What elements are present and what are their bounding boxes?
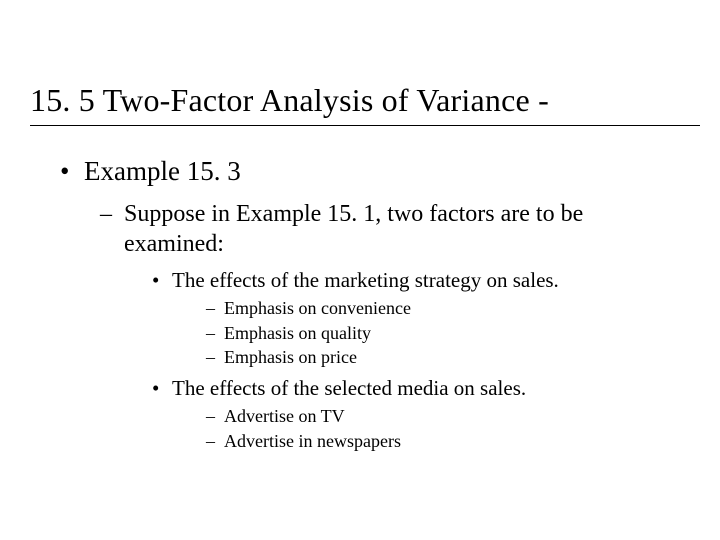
list-item-label: Suppose in Example 15. 1, two factors ar…: [124, 201, 583, 257]
bullet-list-level2: Suppose in Example 15. 1, two factors ar…: [84, 199, 680, 452]
list-item-label: Advertise on TV: [224, 406, 345, 426]
list-item: Emphasis on price: [172, 346, 680, 369]
list-item-label: Example 15. 3: [84, 156, 241, 186]
list-item: Example 15. 3 Suppose in Example 15. 1, …: [60, 156, 680, 452]
list-item-label: The effects of the selected media on sal…: [172, 376, 526, 400]
bullet-list-level1: Example 15. 3 Suppose in Example 15. 1, …: [60, 156, 680, 452]
list-item-label: Advertise in newspapers: [224, 431, 401, 451]
list-item: Emphasis on convenience: [172, 297, 680, 320]
list-item: Emphasis on quality: [172, 322, 680, 345]
bullet-list-level4: Advertise on TV Advertise in newspapers: [172, 405, 680, 452]
slide-body: Example 15. 3 Suppose in Example 15. 1, …: [60, 156, 680, 462]
list-item-label: Emphasis on convenience: [224, 298, 411, 318]
list-item: Advertise in newspapers: [172, 430, 680, 453]
bullet-list-level4: Emphasis on convenience Emphasis on qual…: [172, 297, 680, 369]
list-item: The effects of the selected media on sal…: [124, 375, 680, 452]
list-item: Advertise on TV: [172, 405, 680, 428]
list-item-label: Emphasis on price: [224, 347, 357, 367]
bullet-list-level3: The effects of the marketing strategy on…: [124, 267, 680, 452]
list-item: Suppose in Example 15. 1, two factors ar…: [84, 199, 680, 452]
slide: 15. 5 Two-Factor Analysis of Variance - …: [0, 0, 720, 540]
slide-title: 15. 5 Two-Factor Analysis of Variance -: [30, 82, 700, 126]
list-item: The effects of the marketing strategy on…: [124, 267, 680, 369]
list-item-label: Emphasis on quality: [224, 323, 371, 343]
list-item-label: The effects of the marketing strategy on…: [172, 268, 559, 292]
